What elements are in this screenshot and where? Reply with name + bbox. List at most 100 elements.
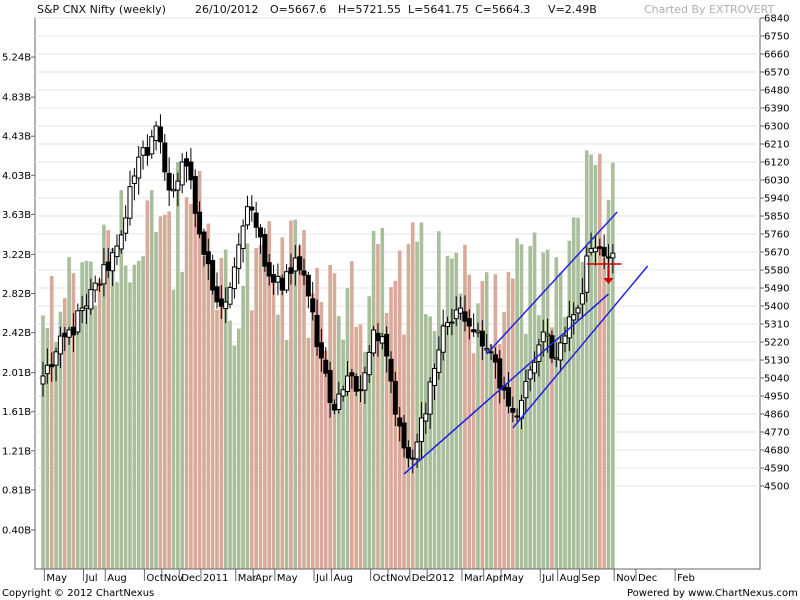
price-tick-label: 5130 — [764, 356, 789, 367]
volume-bar — [489, 344, 493, 569]
candle-up — [149, 136, 155, 155]
candle-up — [371, 329, 377, 354]
volume-bar — [467, 274, 472, 569]
volume-readout: V=2.49B — [548, 3, 597, 16]
candle-up — [110, 252, 116, 272]
time-tick-label: May — [46, 573, 67, 584]
price-tick-label: 6570 — [764, 68, 789, 79]
candle-down — [297, 256, 303, 271]
candle-down — [462, 311, 468, 322]
candle-down — [358, 389, 364, 392]
volume-bar — [254, 247, 258, 569]
volume-bar — [171, 289, 176, 569]
volume-bar — [458, 293, 463, 569]
candle-up — [606, 256, 611, 259]
volume-bar — [202, 256, 206, 569]
candle-up — [123, 217, 129, 234]
candle-up — [453, 309, 459, 320]
candle-down — [397, 417, 403, 427]
volume-tick-label: 2.01B — [2, 368, 31, 379]
candle-up — [175, 180, 181, 191]
volume-bar — [297, 245, 302, 570]
volume-bar — [345, 287, 350, 569]
volume-bar — [67, 257, 71, 569]
candle-down — [492, 354, 498, 363]
time-tick-label: Oct — [146, 573, 163, 584]
candle-up — [114, 245, 120, 258]
candle-up — [44, 364, 50, 375]
volume-bar — [589, 154, 593, 569]
price-tick-label: 4500 — [764, 482, 789, 493]
volume-bar — [376, 243, 380, 570]
candle-down — [144, 147, 150, 156]
price-tick-label: 6030 — [764, 176, 789, 187]
candle-up — [362, 372, 368, 391]
volume-bar — [363, 351, 367, 569]
volume-bar — [154, 232, 158, 569]
candle-up — [92, 282, 98, 291]
price-tick-label: 4860 — [764, 410, 789, 421]
candle-up — [584, 255, 590, 293]
candle-up — [275, 275, 281, 283]
volume-bar — [145, 200, 150, 569]
volume-bar — [49, 275, 54, 569]
volume-tick-label: 2.42B — [2, 328, 31, 339]
candle-up — [558, 342, 564, 361]
candle-up — [340, 389, 346, 397]
candle-up — [514, 415, 520, 418]
time-tick-label: 2012 — [429, 573, 454, 584]
time-tick-label: Mar — [238, 573, 258, 584]
volume-bar — [341, 339, 345, 569]
volume-bar — [406, 243, 411, 569]
price-tick-label: 6390 — [764, 104, 789, 115]
candle-up — [379, 336, 385, 344]
candle-up — [223, 301, 229, 310]
volume-bar — [502, 312, 506, 569]
candle-down — [327, 369, 333, 403]
volume-bar — [471, 353, 476, 569]
candle-down — [271, 274, 277, 283]
candle-up — [66, 329, 72, 338]
candle-up — [240, 225, 246, 250]
volume-bar — [263, 262, 267, 569]
candle-down — [258, 227, 263, 238]
volume-tick-label: 3.63B — [2, 210, 31, 221]
time-tick-label: Sep — [581, 573, 600, 584]
candle-down — [349, 372, 355, 377]
volume-bar — [319, 302, 324, 569]
trendlines — [403, 211, 649, 475]
price-tick-label: 6660 — [764, 50, 789, 61]
candle-down — [505, 387, 511, 407]
candle-up — [484, 348, 490, 351]
volume-bar — [54, 342, 58, 569]
price-tick-label: 6750 — [764, 32, 789, 43]
candle-down — [331, 403, 337, 411]
price-axis: 6840 6750 6660 6570 6480 6390 6300 6210 6120 6030… — [760, 14, 789, 493]
volume-bar — [284, 340, 289, 569]
volume-bar — [97, 279, 102, 569]
candle-down — [262, 234, 268, 267]
volume-bar — [176, 162, 180, 569]
down-arrow-icon — [603, 278, 614, 284]
candle-up — [231, 266, 237, 290]
time-tick-label: Feb — [677, 573, 695, 584]
volume-bar — [132, 264, 137, 569]
time-tick-label: Dec — [412, 573, 431, 584]
candle-down — [318, 342, 324, 359]
time-tick-label: Nov — [164, 573, 184, 584]
volume-bar — [180, 271, 184, 569]
candle-up — [140, 147, 146, 156]
volume-bar — [563, 316, 567, 569]
volume-bar — [410, 222, 415, 570]
volume-bar — [219, 257, 224, 569]
volume-bar — [541, 252, 546, 569]
volume-bar — [497, 343, 502, 569]
candle-down — [497, 358, 503, 389]
candle-up — [171, 188, 176, 192]
volume-bar — [302, 230, 306, 569]
volume-bar — [228, 320, 232, 569]
volume-bar — [102, 224, 106, 569]
candle-up — [523, 380, 529, 399]
candle-up — [571, 314, 577, 321]
candle-up — [84, 305, 89, 309]
